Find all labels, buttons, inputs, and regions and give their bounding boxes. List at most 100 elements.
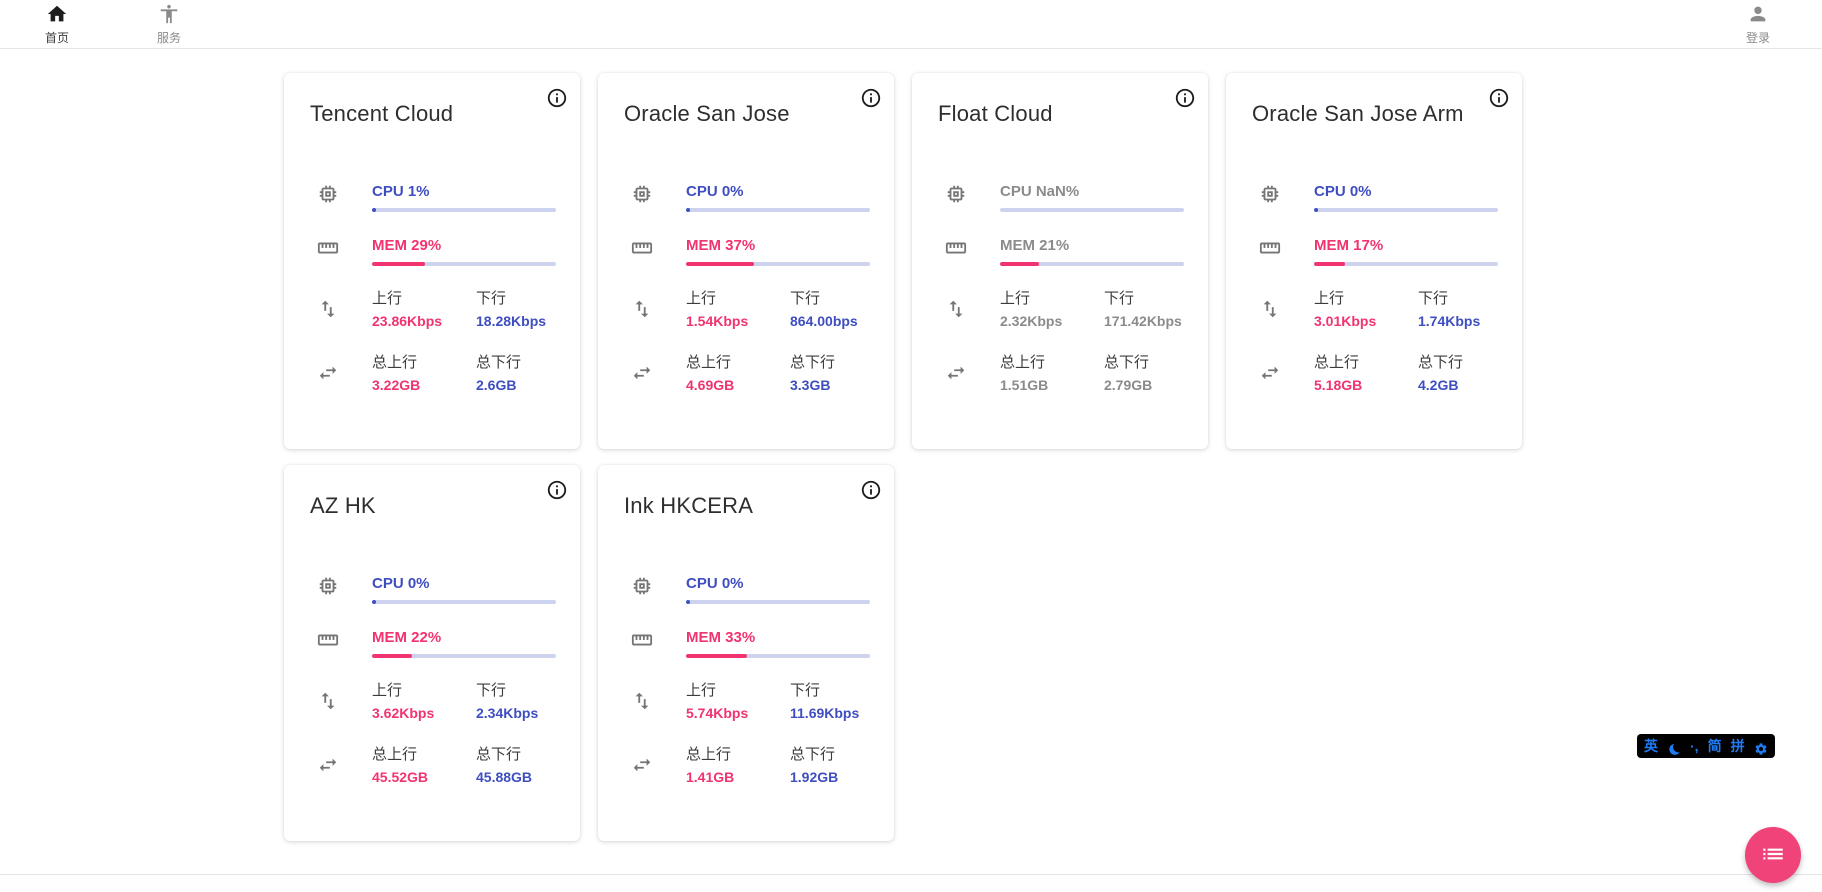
upload-label: 上行 — [1000, 290, 1031, 307]
mem-progress-bar — [1000, 262, 1184, 266]
cpu-row: CPU NaN% — [912, 183, 1208, 212]
mem-progress-bar — [1314, 262, 1498, 266]
download-speed-value: 11.69Kbps — [790, 705, 860, 721]
info-icon[interactable] — [860, 87, 882, 109]
cpu-usage-label: CPU 0% — [1314, 183, 1372, 200]
total-download-label: 总下行 — [790, 354, 836, 371]
mem-usage-label: MEM 17% — [1314, 237, 1384, 254]
main-content: Tencent Cloud CPU 1% MEM 29% — [0, 73, 1822, 841]
cpu-progress-bar — [686, 600, 870, 604]
nav-item-home[interactable]: 首页 — [33, 3, 81, 45]
services-icon — [158, 3, 180, 30]
moon-icon[interactable] — [1667, 737, 1681, 756]
swap-horizontal-icon — [1259, 362, 1281, 384]
speed-row: 上行 1.54Kbps 下行 864.00bps — [598, 289, 894, 330]
mem-progress-fill — [1000, 262, 1039, 266]
cpu-row: CPU 0% — [598, 575, 894, 604]
memory-ruler-icon — [631, 237, 653, 259]
mem-usage-label: MEM 21% — [1000, 237, 1070, 254]
ime-punctuation-toggle[interactable]: ·, — [1690, 738, 1699, 754]
cpu-progress-bar — [1314, 208, 1498, 212]
swap-vertical-icon — [631, 298, 653, 320]
ime-toolbar: 英 ·, 简 拼 — [1637, 734, 1775, 758]
upload-speed-value: 2.32Kbps — [1000, 313, 1063, 329]
memory-ruler-icon — [945, 237, 967, 259]
person-icon — [1747, 3, 1769, 30]
total-traffic-row: 总上行 5.18GB 总下行 4.2GB — [1226, 353, 1522, 394]
download-label: 下行 — [790, 682, 821, 699]
info-icon[interactable] — [860, 479, 882, 501]
upload-speed-value: 3.62Kbps — [372, 705, 435, 721]
server-list-fab[interactable] — [1745, 827, 1801, 883]
download-label: 下行 — [790, 290, 821, 307]
mem-progress-bar — [686, 654, 870, 658]
cpu-usage-label: CPU 0% — [372, 575, 430, 592]
download-label: 下行 — [1104, 290, 1135, 307]
speed-row: 上行 3.01Kbps 下行 1.74Kbps — [1226, 289, 1522, 330]
swap-horizontal-icon — [945, 362, 967, 384]
swap-horizontal-icon — [631, 362, 653, 384]
gear-icon[interactable] — [1754, 737, 1768, 756]
download-speed-value: 171.42Kbps — [1104, 313, 1182, 329]
total-download-value: 3.3GB — [790, 377, 831, 393]
server-name: Float Cloud — [938, 101, 1053, 126]
nav-item-login[interactable]: 登录 — [1734, 3, 1782, 45]
download-speed-value: 2.34Kbps — [476, 705, 539, 721]
server-name: Tencent Cloud — [310, 101, 454, 126]
server-card: Ink HKCERA CPU 0% MEM 33% — [598, 465, 894, 841]
mem-usage-label: MEM 22% — [372, 629, 442, 646]
total-upload-value: 5.18GB — [1314, 377, 1363, 393]
server-name: Oracle San Jose — [624, 101, 790, 126]
memory-ruler-icon — [317, 237, 339, 259]
cpu-progress-fill — [686, 208, 690, 212]
nav-item-services[interactable]: 服务 — [145, 3, 193, 45]
download-label: 下行 — [476, 290, 507, 307]
swap-horizontal-icon — [317, 754, 339, 776]
cpu-chip-icon — [317, 575, 339, 597]
ime-scheme-toggle[interactable]: 拼 — [1730, 738, 1745, 754]
list-icon — [1760, 841, 1786, 870]
server-stats: CPU 1% MEM 29% — [284, 183, 580, 394]
download-speed-value: 1.74Kbps — [1418, 313, 1481, 329]
server-card: Float Cloud CPU NaN% MEM 21% — [912, 73, 1208, 449]
swap-vertical-icon — [317, 298, 339, 320]
cpu-chip-icon — [631, 183, 653, 205]
swap-vertical-icon — [945, 298, 967, 320]
cpu-progress-fill — [372, 208, 376, 212]
download-label: 下行 — [476, 682, 507, 699]
memory-ruler-icon — [317, 629, 339, 651]
total-download-value: 45.88GB — [476, 769, 533, 785]
server-name: AZ HK — [310, 493, 376, 518]
ime-language-toggle[interactable]: 英 — [1644, 738, 1658, 754]
cpu-usage-label: CPU 1% — [372, 183, 430, 200]
info-icon[interactable] — [1174, 87, 1196, 109]
upload-label: 上行 — [686, 290, 717, 307]
server-card: Oracle San Jose Arm CPU 0% MEM 1 — [1226, 73, 1522, 449]
mem-progress-fill — [686, 654, 747, 658]
mem-progress-bar — [686, 262, 870, 266]
swap-vertical-icon — [317, 690, 339, 712]
total-upload-value: 3.22GB — [372, 377, 421, 393]
info-icon[interactable] — [546, 479, 568, 501]
total-download-label: 总下行 — [476, 354, 522, 371]
total-upload-label: 总上行 — [686, 746, 732, 763]
server-name: Ink HKCERA — [624, 493, 754, 518]
info-icon[interactable] — [546, 87, 568, 109]
mem-usage-label: MEM 37% — [686, 237, 756, 254]
cpu-progress-bar — [686, 208, 870, 212]
swap-vertical-icon — [1259, 298, 1281, 320]
upload-speed-value: 1.54Kbps — [686, 313, 749, 329]
cpu-row: CPU 0% — [598, 183, 894, 212]
server-stats: CPU NaN% MEM 21% — [912, 183, 1208, 394]
mem-progress-fill — [372, 654, 413, 658]
total-traffic-row: 总上行 1.41GB 总下行 1.92GB — [598, 745, 894, 786]
home-icon — [46, 3, 68, 30]
total-download-label: 总下行 — [1418, 354, 1464, 371]
upload-label: 上行 — [372, 682, 403, 699]
speed-row: 上行 23.86Kbps 下行 18.28Kbps — [284, 289, 580, 330]
server-card: Tencent Cloud CPU 1% MEM 29% — [284, 73, 580, 449]
speed-row: 上行 5.74Kbps 下行 11.69Kbps — [598, 681, 894, 722]
info-icon[interactable] — [1488, 87, 1510, 109]
total-upload-label: 总上行 — [372, 354, 418, 371]
ime-simplified-toggle[interactable]: 简 — [1707, 738, 1722, 754]
